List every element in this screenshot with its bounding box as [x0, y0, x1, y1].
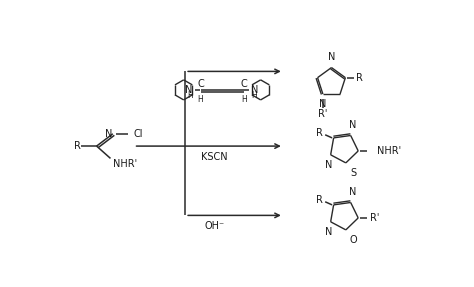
Text: R: R	[316, 128, 323, 138]
Text: R: R	[74, 141, 81, 151]
Text: N: N	[326, 160, 333, 170]
Text: Cl: Cl	[134, 129, 143, 139]
Text: N: N	[348, 187, 356, 197]
Text: N: N	[319, 99, 327, 109]
Text: N: N	[185, 85, 193, 95]
Text: H: H	[251, 91, 257, 100]
Text: N: N	[326, 227, 333, 237]
Text: R': R'	[318, 109, 328, 119]
Text: O: O	[350, 235, 357, 245]
Text: H: H	[241, 94, 246, 104]
Text: OH⁻: OH⁻	[204, 221, 225, 231]
Text: C: C	[240, 79, 247, 89]
Text: S: S	[350, 168, 356, 178]
Text: KSCN: KSCN	[201, 152, 228, 162]
Text: NHR': NHR'	[377, 146, 401, 156]
Text: R: R	[316, 195, 323, 205]
Text: N: N	[328, 52, 335, 62]
Text: N: N	[105, 129, 113, 139]
Text: N: N	[251, 85, 259, 95]
Text: R': R'	[370, 213, 379, 223]
Text: NHR': NHR'	[113, 159, 137, 169]
Text: H: H	[198, 94, 203, 104]
Text: H: H	[187, 91, 193, 100]
Text: C: C	[197, 79, 204, 89]
Text: R: R	[356, 73, 363, 83]
Text: N: N	[348, 120, 356, 130]
